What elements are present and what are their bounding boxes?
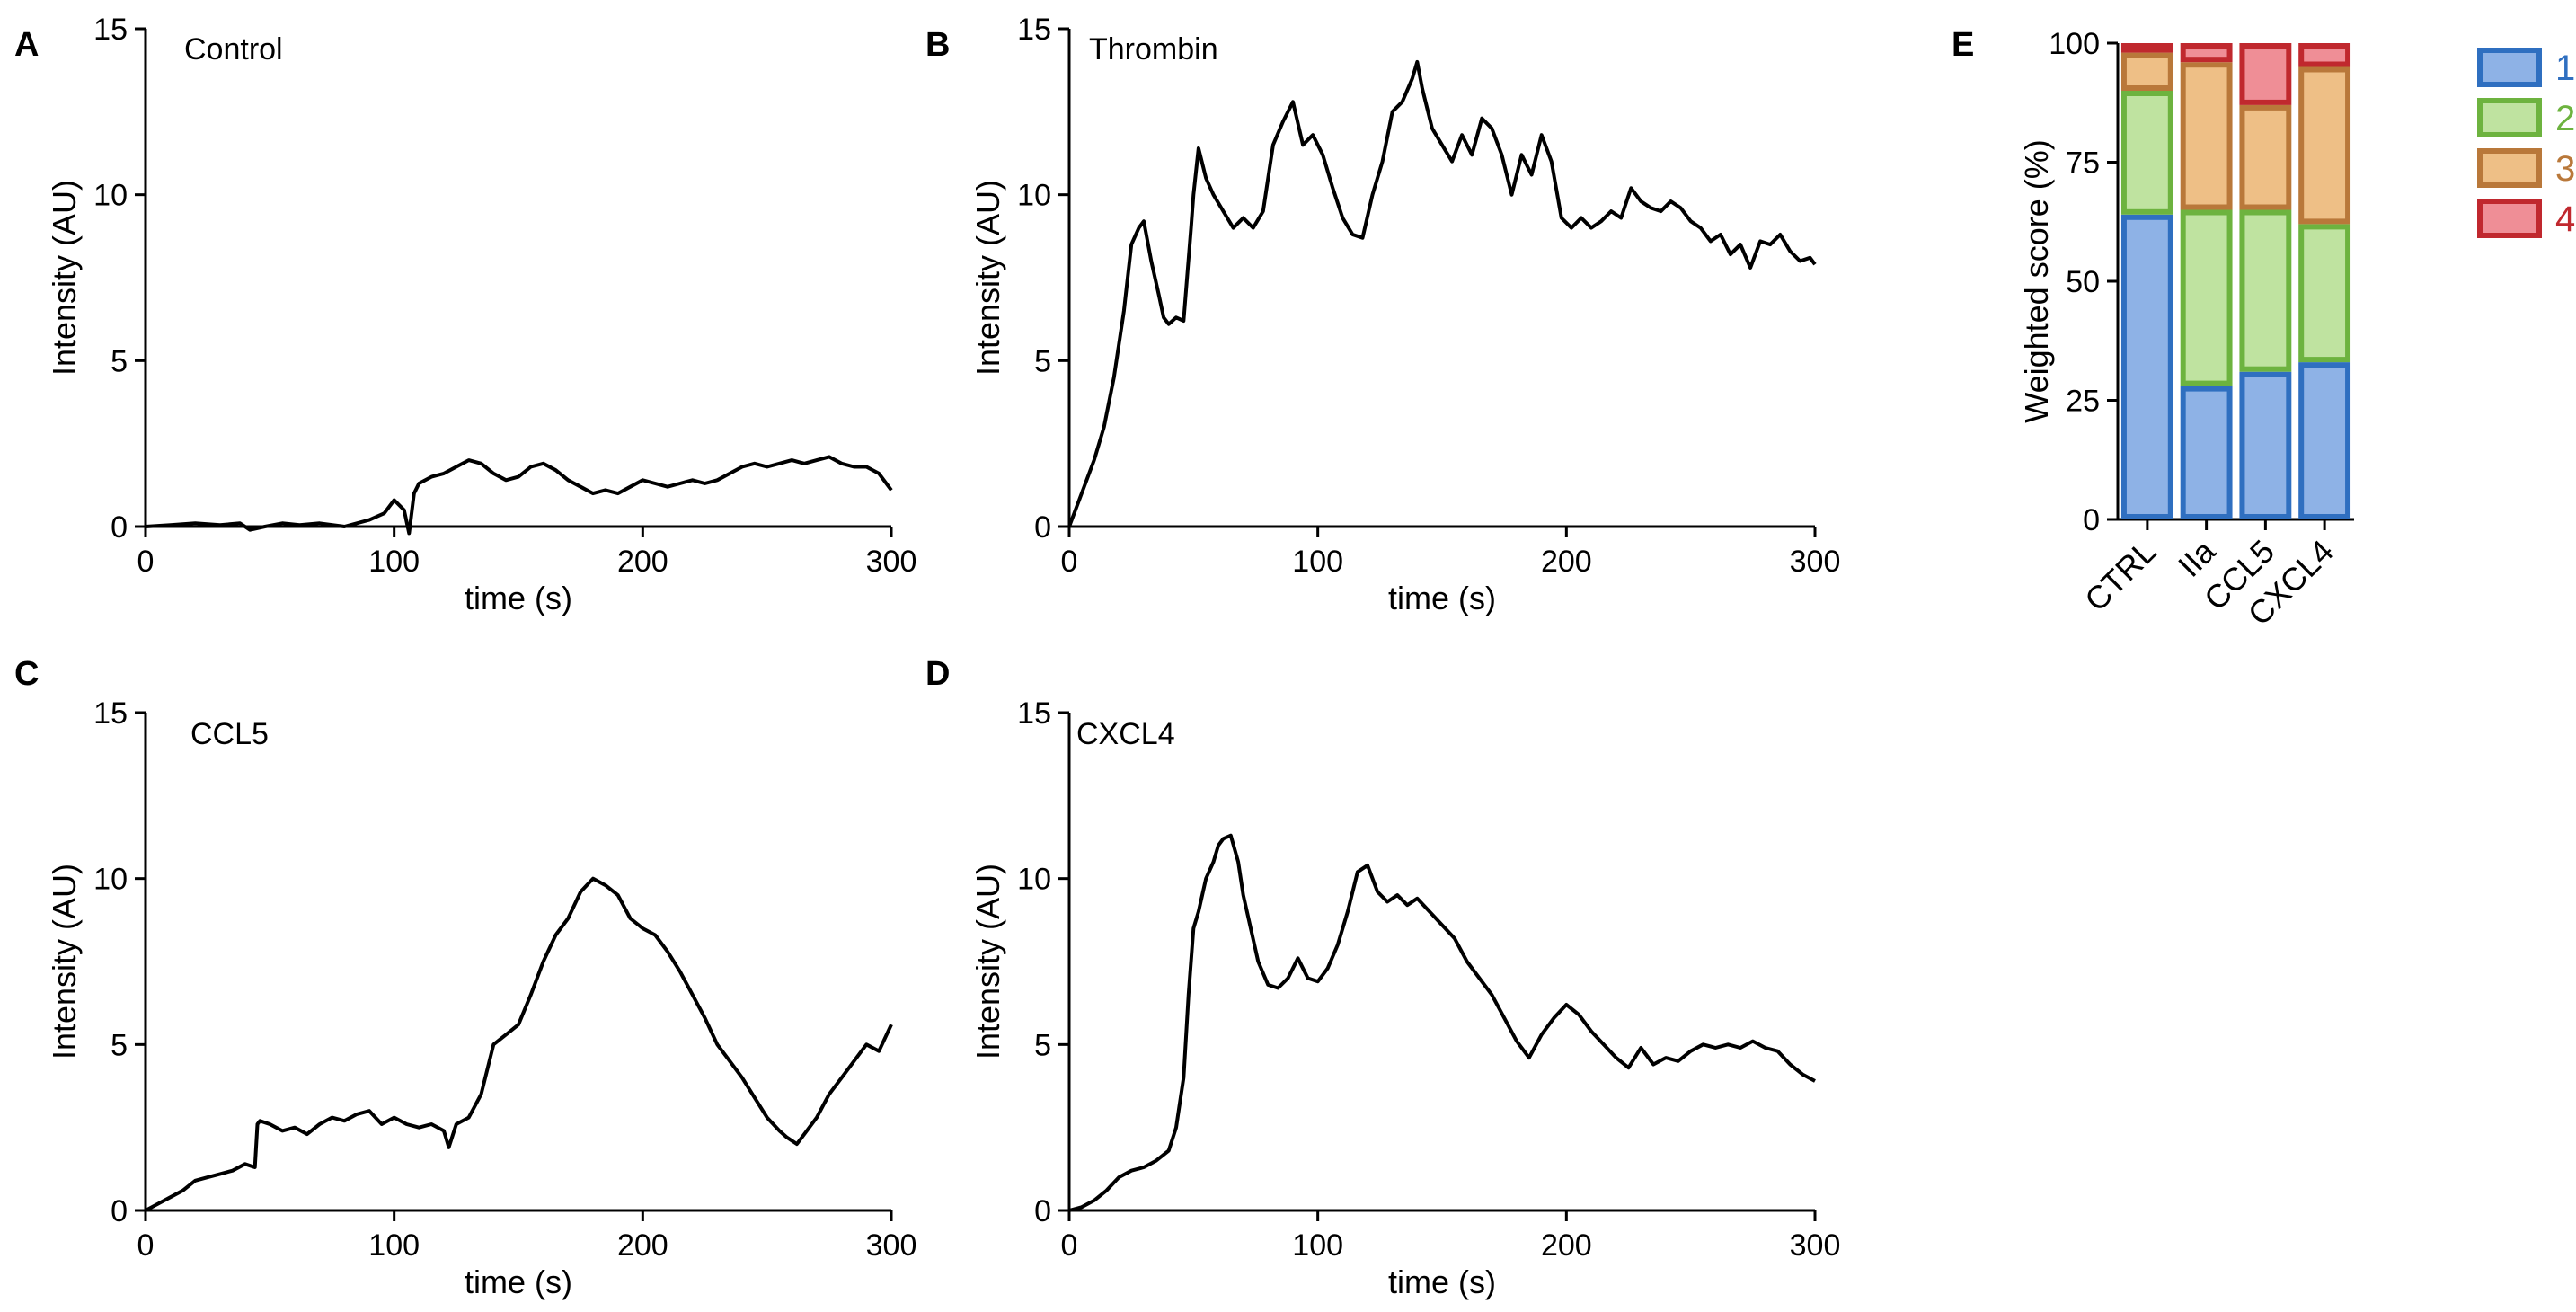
bar-segment-ccl5-3 xyxy=(2239,104,2292,210)
x-tick-label-a: 200 xyxy=(617,545,668,579)
panel-c: C CCL5 0 5 10 15 0 100 200 300 time (s) Intensity… xyxy=(14,655,916,1300)
bar-segment-ccl5-4 xyxy=(2239,43,2292,105)
plot-b: 0 5 10 15 0 100 200 300 time (s) Intensity (AU) xyxy=(969,13,1840,616)
y-tick-label-c: 10 xyxy=(93,863,128,897)
category-label-e: CTRL xyxy=(2077,533,2163,618)
legend-swatch-3 xyxy=(2477,148,2542,188)
series-line-a xyxy=(145,455,893,536)
series-line-d xyxy=(1068,833,1816,1212)
panel-title-d: CXCL4 xyxy=(1076,717,1175,751)
bar-segment-iia-4 xyxy=(2180,43,2233,63)
y-tick-label-d: 10 xyxy=(1017,863,1051,897)
x-axis-label-c: time (s) xyxy=(465,1263,572,1300)
y-tick-label-a: 5 xyxy=(111,344,128,378)
bar-segment-cxcl4-4 xyxy=(2298,43,2351,67)
x-tick-label-b: 300 xyxy=(1790,545,1841,579)
y-tick-label-c: 15 xyxy=(93,696,128,731)
x-tick-label-a: 0 xyxy=(137,545,155,579)
legend-label-2: 2 xyxy=(2555,99,2575,138)
x-tick-label-c: 200 xyxy=(617,1228,668,1263)
y-tick-label-d: 0 xyxy=(1034,1194,1051,1228)
panel-title-a: Control xyxy=(184,32,283,66)
legend-swatch-2 xyxy=(2477,98,2542,137)
y-tick-label-c: 5 xyxy=(111,1028,128,1062)
x-tick-label-d: 200 xyxy=(1541,1228,1592,1263)
panel-letter-a: A xyxy=(14,26,39,64)
y-tick-label-b: 10 xyxy=(1017,179,1051,213)
x-tick-label-c: 300 xyxy=(866,1228,917,1263)
y-axis-label-d: Intensity (AU) xyxy=(969,864,1006,1059)
panel-d: D CXCL4 0 5 10 15 0 100 200 300 time (s) Intensit… xyxy=(925,655,1840,1300)
legend-swatch-1 xyxy=(2477,48,2542,87)
y-tick-label-d: 15 xyxy=(1017,696,1051,731)
plot-d: 0 5 10 15 0 100 200 300 time (s) Intensity (AU) xyxy=(969,696,1840,1300)
panel-b: B Thrombin 0 5 10 15 0 100 200 300 time (s) Inten… xyxy=(925,13,1840,616)
y-tick-label-a: 0 xyxy=(111,510,128,545)
panel-letter-b: B xyxy=(925,26,950,64)
y-tick-label-a: 10 xyxy=(93,179,128,213)
bar-segment-ctrl-2 xyxy=(2120,91,2173,215)
y-tick-label-e: 0 xyxy=(2083,503,2100,537)
series-line-b xyxy=(1067,59,1817,527)
bar-segment-ctrl-1 xyxy=(2120,214,2173,520)
panel-title-b: Thrombin xyxy=(1089,32,1218,66)
y-tick-label-a: 15 xyxy=(93,13,128,47)
bar-segment-iia-1 xyxy=(2180,386,2233,519)
bar-segment-ccl5-2 xyxy=(2239,209,2292,372)
x-axis-label-d: time (s) xyxy=(1388,1263,1496,1300)
y-tick-label-e: 25 xyxy=(2066,385,2100,419)
x-tick-label-b: 0 xyxy=(1061,545,1078,579)
y-tick-label-d: 5 xyxy=(1034,1028,1051,1062)
bar-segment-ccl5-1 xyxy=(2239,371,2292,520)
y-tick-label-b: 15 xyxy=(1017,13,1051,47)
y-tick-label-e: 50 xyxy=(2066,265,2100,299)
legend-label-1: 1 xyxy=(2555,49,2575,88)
plot-a: 0 5 10 15 0 100 200 300 time (s) Intensity (AU) xyxy=(46,13,916,616)
y-tick-label-e: 75 xyxy=(2066,146,2100,181)
x-tick-label-c: 0 xyxy=(137,1228,155,1263)
bar-segment-iia-3 xyxy=(2180,62,2233,210)
bar-segment-iia-2 xyxy=(2180,209,2233,386)
y-axis-label-b: Intensity (AU) xyxy=(969,180,1006,376)
panel-letter-c: C xyxy=(14,655,39,693)
plot-c: 0 5 10 15 0 100 200 300 time (s) Intensity (AU) xyxy=(46,696,916,1300)
panel-letter-d: D xyxy=(925,655,950,693)
y-axis-label-a: Intensity (AU) xyxy=(46,180,83,376)
panel-letter-e: E xyxy=(1952,26,1974,64)
y-axis-label-e: Weighted score (%) xyxy=(2018,139,2055,422)
x-tick-label-a: 100 xyxy=(368,545,420,579)
bar-segment-cxcl4-3 xyxy=(2298,66,2351,225)
x-axis-label-a: time (s) xyxy=(465,580,572,616)
legend-label-3: 3 xyxy=(2555,149,2575,189)
bar-segment-ctrl-3 xyxy=(2120,52,2173,91)
x-axis-label-b: time (s) xyxy=(1388,580,1496,616)
panel-title-c: CCL5 xyxy=(190,717,269,751)
x-tick-label-a: 300 xyxy=(866,545,917,579)
bar-segment-cxcl4-1 xyxy=(2298,362,2351,519)
y-tick-label-b: 0 xyxy=(1034,510,1051,545)
y-tick-label-b: 5 xyxy=(1034,344,1051,378)
x-tick-label-d: 300 xyxy=(1790,1228,1841,1263)
x-tick-label-d: 100 xyxy=(1292,1228,1343,1263)
x-tick-label-b: 100 xyxy=(1292,545,1343,579)
x-tick-label-c: 100 xyxy=(368,1228,420,1263)
legend-swatch-4 xyxy=(2477,199,2542,238)
x-tick-label-b: 200 xyxy=(1541,545,1592,579)
y-tick-label-e: 100 xyxy=(2049,27,2100,61)
panel-a: A Control 0 5 10 15 0 100 200 300 time (s) Intens… xyxy=(14,13,916,616)
y-axis-label-c: Intensity (AU) xyxy=(46,864,83,1059)
y-tick-label-c: 0 xyxy=(111,1194,128,1228)
x-tick-label-d: 0 xyxy=(1061,1228,1078,1263)
bar-segment-cxcl4-2 xyxy=(2298,224,2351,363)
legend-label-4: 4 xyxy=(2555,199,2575,239)
bar-segment-ctrl-4 xyxy=(2120,43,2173,53)
series-line-c xyxy=(145,876,893,1212)
